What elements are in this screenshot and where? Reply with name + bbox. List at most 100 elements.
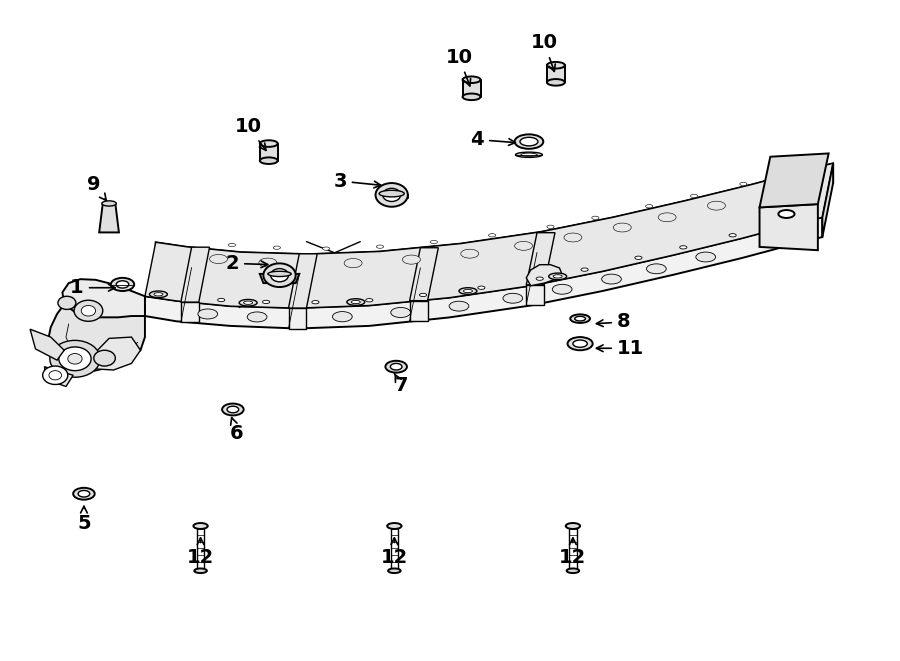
Ellipse shape — [740, 182, 747, 186]
Text: 10: 10 — [235, 117, 266, 151]
Ellipse shape — [520, 137, 538, 146]
Ellipse shape — [729, 233, 736, 237]
Polygon shape — [62, 279, 145, 317]
Ellipse shape — [244, 301, 253, 304]
Polygon shape — [181, 247, 210, 302]
Text: 6: 6 — [230, 418, 244, 443]
Ellipse shape — [419, 293, 427, 297]
Text: 1: 1 — [70, 278, 115, 297]
Text: 12: 12 — [381, 538, 408, 567]
Ellipse shape — [573, 340, 588, 347]
Text: 5: 5 — [77, 506, 91, 533]
Text: 10: 10 — [531, 33, 558, 71]
Ellipse shape — [430, 241, 437, 244]
Ellipse shape — [463, 77, 481, 83]
Circle shape — [49, 371, 61, 380]
Ellipse shape — [592, 216, 598, 219]
Ellipse shape — [566, 523, 580, 529]
Polygon shape — [48, 304, 145, 370]
Ellipse shape — [564, 233, 582, 242]
Polygon shape — [547, 65, 565, 83]
Ellipse shape — [680, 246, 687, 249]
Ellipse shape — [516, 152, 543, 157]
Ellipse shape — [549, 273, 567, 280]
Ellipse shape — [463, 94, 481, 100]
Text: 12: 12 — [559, 538, 587, 567]
Ellipse shape — [646, 264, 666, 274]
Circle shape — [375, 183, 408, 207]
Ellipse shape — [553, 284, 572, 294]
Text: 3: 3 — [333, 172, 381, 190]
Ellipse shape — [111, 278, 134, 291]
Polygon shape — [463, 80, 481, 97]
Text: 12: 12 — [187, 538, 214, 567]
Text: 8: 8 — [597, 313, 631, 331]
Ellipse shape — [402, 255, 420, 264]
Ellipse shape — [229, 243, 236, 247]
Ellipse shape — [344, 258, 362, 268]
Polygon shape — [30, 329, 64, 360]
Ellipse shape — [478, 286, 485, 290]
Ellipse shape — [503, 293, 523, 303]
Ellipse shape — [613, 223, 631, 232]
Polygon shape — [289, 308, 306, 329]
Ellipse shape — [260, 157, 278, 164]
Ellipse shape — [116, 281, 129, 288]
Ellipse shape — [210, 254, 228, 264]
Ellipse shape — [601, 274, 621, 284]
Circle shape — [58, 296, 76, 309]
Ellipse shape — [521, 153, 537, 157]
Ellipse shape — [567, 568, 580, 573]
Polygon shape — [260, 143, 278, 161]
Ellipse shape — [778, 210, 795, 218]
Ellipse shape — [391, 307, 410, 317]
Polygon shape — [145, 163, 833, 308]
Ellipse shape — [464, 290, 472, 293]
Ellipse shape — [154, 293, 163, 296]
Ellipse shape — [365, 299, 373, 302]
Ellipse shape — [194, 523, 208, 529]
Ellipse shape — [332, 311, 352, 322]
Circle shape — [58, 347, 91, 371]
Polygon shape — [526, 285, 544, 305]
Polygon shape — [99, 204, 119, 233]
Ellipse shape — [515, 134, 544, 149]
Ellipse shape — [568, 337, 593, 350]
Text: 4: 4 — [471, 130, 516, 149]
Ellipse shape — [376, 245, 383, 249]
Ellipse shape — [385, 361, 407, 373]
Ellipse shape — [194, 568, 207, 573]
Polygon shape — [145, 217, 823, 329]
Ellipse shape — [581, 268, 589, 271]
Ellipse shape — [222, 404, 244, 415]
Ellipse shape — [388, 568, 400, 573]
Ellipse shape — [459, 288, 477, 294]
Circle shape — [50, 340, 100, 377]
Ellipse shape — [645, 205, 652, 208]
Ellipse shape — [634, 256, 642, 259]
Circle shape — [42, 366, 68, 385]
Ellipse shape — [248, 312, 267, 322]
Ellipse shape — [351, 300, 360, 303]
Ellipse shape — [311, 301, 319, 304]
Polygon shape — [526, 264, 562, 286]
Ellipse shape — [149, 291, 167, 297]
Ellipse shape — [658, 213, 676, 221]
Ellipse shape — [227, 407, 239, 412]
Ellipse shape — [489, 234, 496, 237]
Polygon shape — [53, 344, 104, 371]
Polygon shape — [760, 204, 818, 251]
Ellipse shape — [449, 301, 469, 311]
Ellipse shape — [274, 246, 281, 249]
Circle shape — [81, 305, 95, 316]
Ellipse shape — [554, 275, 562, 278]
Polygon shape — [156, 163, 833, 274]
Ellipse shape — [387, 523, 401, 529]
Ellipse shape — [198, 309, 218, 319]
Ellipse shape — [575, 317, 586, 321]
Ellipse shape — [547, 79, 565, 86]
Circle shape — [74, 300, 103, 321]
Text: 7: 7 — [394, 373, 408, 395]
Ellipse shape — [218, 298, 225, 301]
Ellipse shape — [391, 364, 402, 370]
